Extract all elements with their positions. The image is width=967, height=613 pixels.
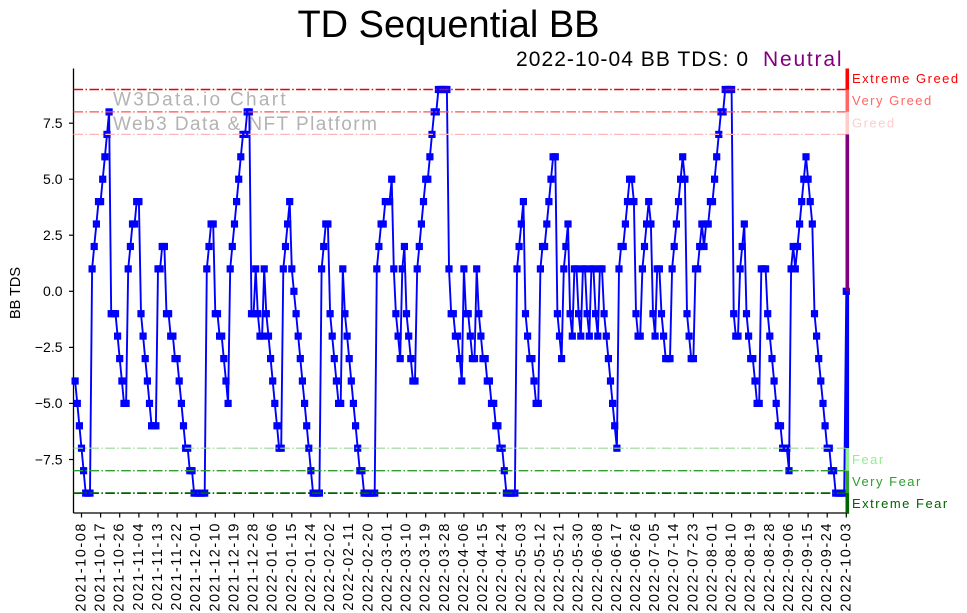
svg-text:2022-05-21: 2022-05-21	[552, 522, 568, 612]
svg-text:2021-10-08: 2021-10-08	[74, 522, 90, 612]
svg-text:2021-12-01: 2021-12-01	[188, 522, 204, 612]
svg-text:−2.5: −2.5	[35, 339, 63, 355]
svg-text:2021-11-13: 2021-11-13	[150, 522, 166, 611]
svg-text:2022-04-24: 2022-04-24	[494, 522, 510, 612]
svg-text:2022-09-06: 2022-09-06	[781, 522, 797, 612]
svg-text:2022-02-02: 2022-02-02	[322, 522, 338, 612]
svg-text:−7.5: −7.5	[35, 451, 63, 467]
svg-text:7.5: 7.5	[43, 115, 63, 131]
svg-text:2022-07-23: 2022-07-23	[685, 522, 701, 612]
svg-text:2022-06-08: 2022-06-08	[590, 522, 606, 612]
svg-text:2022-06-17: 2022-06-17	[609, 522, 625, 612]
svg-text:Very Greed: Very Greed	[852, 93, 933, 108]
svg-text:2022-04-06: 2022-04-06	[456, 522, 472, 612]
svg-text:2022-06-26: 2022-06-26	[628, 522, 644, 612]
svg-text:2022-09-24: 2022-09-24	[819, 522, 835, 612]
svg-text:5.0: 5.0	[43, 171, 63, 187]
svg-text:Web3 Data & NFT Platform: Web3 Data & NFT Platform	[113, 114, 378, 135]
svg-text:TD Sequential BB: TD Sequential BB	[297, 4, 599, 46]
svg-text:2022-01-06: 2022-01-06	[265, 522, 281, 612]
svg-text:−5.0: −5.0	[35, 395, 63, 411]
svg-text:2022-09-15: 2022-09-15	[800, 522, 816, 612]
svg-text:2022-01-15: 2022-01-15	[284, 522, 300, 612]
svg-text:Extreme Fear: Extreme Fear	[852, 496, 949, 511]
svg-text:2022-02-20: 2022-02-20	[360, 522, 376, 612]
svg-text:2022-07-14: 2022-07-14	[666, 522, 682, 612]
svg-text:2022-10-03: 2022-10-03	[838, 522, 854, 612]
svg-text:2021-12-19: 2021-12-19	[227, 522, 243, 612]
svg-text:2022-05-12: 2022-05-12	[532, 522, 548, 612]
svg-text:2021-10-17: 2021-10-17	[93, 522, 109, 612]
svg-text:W3Data.io Chart: W3Data.io Chart	[113, 90, 288, 111]
svg-text:2021-10-26: 2021-10-26	[112, 522, 128, 612]
svg-text:2021-11-04: 2021-11-04	[131, 522, 147, 611]
svg-text:Very Fear: Very Fear	[852, 474, 922, 489]
svg-text:2021-11-22: 2021-11-22	[169, 522, 185, 611]
svg-text:Extreme Greed: Extreme Greed	[852, 71, 960, 86]
svg-text:2022-08-01: 2022-08-01	[705, 522, 721, 612]
svg-text:2022-03-10: 2022-03-10	[399, 522, 415, 612]
svg-text:2022-08-28: 2022-08-28	[762, 522, 778, 612]
svg-text:2021-12-10: 2021-12-10	[207, 522, 223, 612]
svg-text:Greed: Greed	[852, 116, 896, 131]
svg-text:2022-08-19: 2022-08-19	[743, 522, 759, 612]
svg-text:2022-07-05: 2022-07-05	[647, 522, 663, 612]
svg-text:2022-04-15: 2022-04-15	[475, 522, 491, 612]
svg-text:2022-10-04 BB TDS: 0: 2022-10-04 BB TDS: 0	[516, 48, 749, 71]
svg-text:2022-01-24: 2022-01-24	[303, 522, 319, 612]
svg-text:2022-08-10: 2022-08-10	[724, 522, 740, 612]
svg-text:0.0: 0.0	[43, 283, 63, 299]
svg-text:2022-03-19: 2022-03-19	[418, 522, 434, 612]
svg-text:2022-03-28: 2022-03-28	[437, 522, 453, 612]
svg-text:2021-12-28: 2021-12-28	[246, 522, 262, 612]
svg-text:Fear: Fear	[852, 452, 885, 467]
svg-text:2022-05-30: 2022-05-30	[571, 522, 587, 612]
svg-text:Neutral: Neutral	[763, 48, 843, 71]
svg-text:BB TDS: BB TDS	[8, 267, 24, 319]
svg-text:2.5: 2.5	[43, 227, 63, 243]
svg-text:2022-03-01: 2022-03-01	[379, 522, 395, 612]
svg-text:2022-02-11: 2022-02-11	[341, 522, 357, 611]
svg-text:2022-05-03: 2022-05-03	[513, 522, 529, 612]
